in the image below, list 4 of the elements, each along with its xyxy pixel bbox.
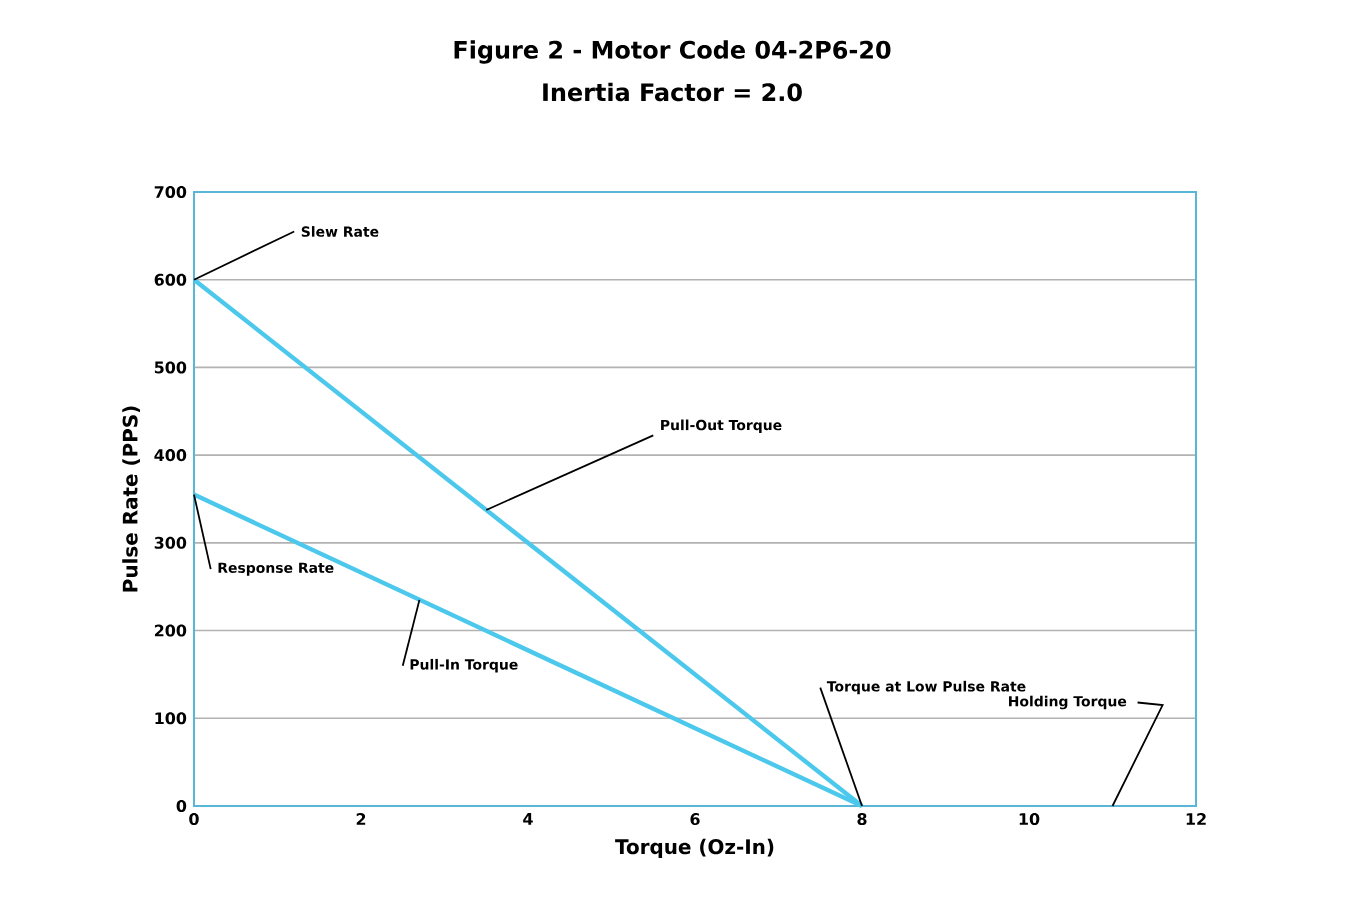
chart-subtitle: Inertia Factor = 2.0 xyxy=(543,82,802,102)
y-axis-title: Pulse Rate (PPS) xyxy=(122,406,141,592)
x-axis-title: Torque (Oz-In) xyxy=(615,838,774,859)
chart-title: Figure 2 - Motor Code 04-2P6-20 xyxy=(454,40,891,64)
